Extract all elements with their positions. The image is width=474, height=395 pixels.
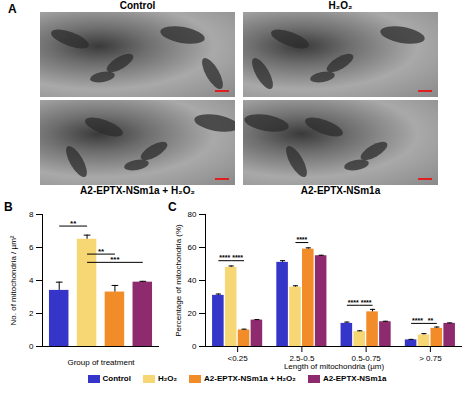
svg-text:0.5-0.75: 0.5-0.75 — [351, 354, 381, 364]
html-text:A2-EPTX-NSm1a + H₂O₂: A2-EPTX-NSm1a + H₂O₂ — [80, 185, 195, 196]
svg-text:Length of mitochondria (µm): Length of mitochondria (µm) — [284, 362, 385, 371]
html-text:C: C — [168, 200, 177, 214]
svg-text:**: ** — [70, 219, 77, 228]
html-text:Control: Control — [119, 0, 156, 11]
svg-text:80: 80 — [188, 210, 197, 219]
html-text:A2-EPTX-NSm1a: A2-EPTX-NSm1a — [322, 374, 387, 383]
svg-text:**: ** — [98, 247, 105, 256]
svg-text:2.5-0.5: 2.5-0.5 — [289, 354, 315, 364]
svg-text:****: **** — [232, 254, 243, 261]
svg-text:Group of treatment: Group of treatment — [67, 358, 135, 367]
svg-text:**: ** — [428, 317, 434, 324]
svg-text:****: **** — [348, 298, 359, 305]
svg-text:6: 6 — [29, 243, 34, 252]
svg-text:0: 0 — [192, 342, 197, 351]
svg-text:Percentage of mitochondria (%): Percentage of mitochondria (%) — [174, 224, 183, 337]
svg-text:> 0.75: > 0.75 — [419, 354, 442, 363]
svg-text:60: 60 — [188, 243, 197, 252]
svg-text:****: **** — [296, 236, 307, 243]
html-text:A: A — [8, 2, 17, 16]
html-text:Control: Control — [102, 374, 131, 383]
html-text:B: B — [4, 200, 13, 214]
svg-text:8: 8 — [29, 210, 34, 219]
html-text:A2-EPTX-NSm1a + H₂O₂: A2-EPTX-NSm1a + H₂O₂ — [204, 374, 296, 383]
html-text:H₂O₂: H₂O₂ — [158, 374, 178, 383]
svg-text:<0.25: <0.25 — [228, 354, 249, 363]
svg-text:2: 2 — [29, 309, 34, 318]
svg-text:****: **** — [361, 298, 372, 305]
svg-text:****: **** — [219, 254, 230, 261]
svg-text:***: *** — [110, 255, 120, 264]
html-text:A2-EPTX-NSm1a: A2-EPTX-NSm1a — [300, 185, 381, 196]
svg-text:4: 4 — [29, 276, 34, 285]
svg-text:20: 20 — [188, 309, 197, 318]
svg-text:No. of mitochondria / µm²: No. of mitochondria / µm² — [9, 235, 18, 325]
svg-text:0: 0 — [29, 342, 34, 351]
svg-text:40: 40 — [188, 276, 197, 285]
svg-text:****: **** — [412, 317, 423, 324]
html-text:H₂O₂: H₂O₂ — [328, 0, 353, 11]
